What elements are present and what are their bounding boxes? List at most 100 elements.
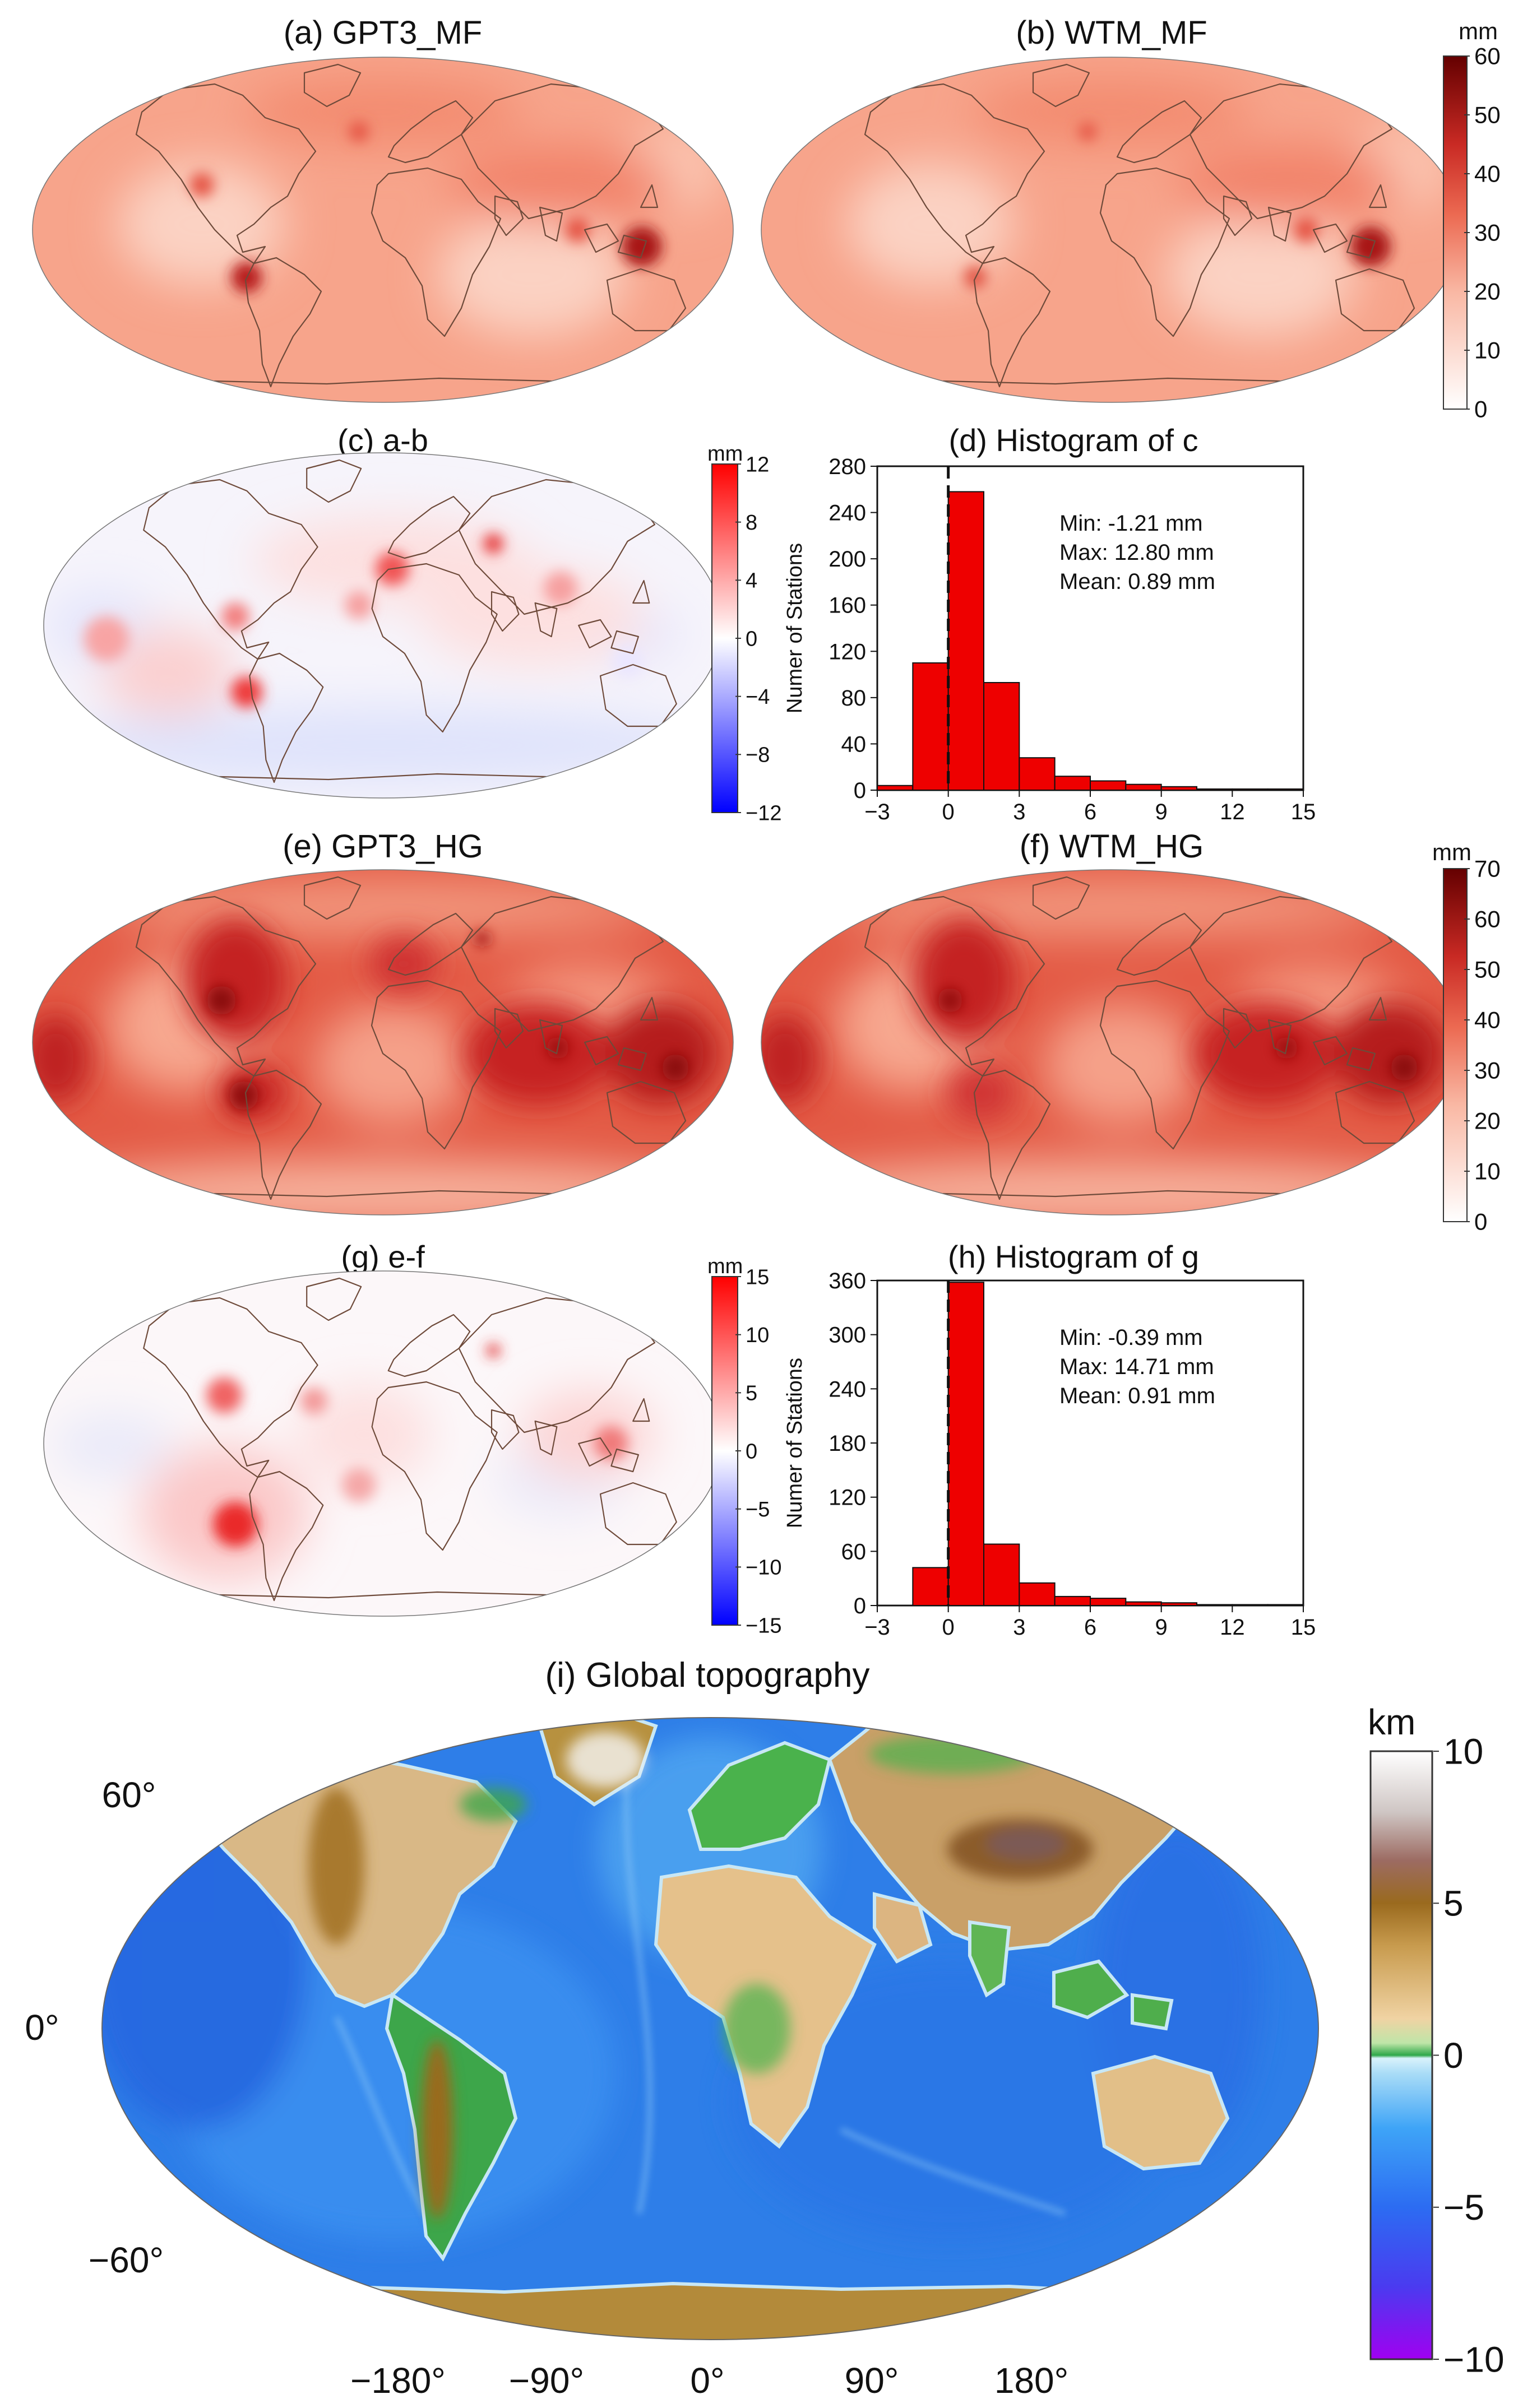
histogram-bar: [1019, 1582, 1056, 1606]
histogram-bar: [983, 682, 1020, 791]
colorbar-tick-label: −12: [746, 801, 781, 825]
panel-b-title: (b) WTM_MF: [1016, 15, 1207, 51]
histogram-bar: [1267, 788, 1304, 791]
panel-c-title: (c) a-b: [337, 423, 428, 458]
lat-tick-0: 0°: [25, 2007, 59, 2048]
y-axis-label: Numer of Stations: [783, 1358, 807, 1528]
histogram-bar: [1267, 1604, 1304, 1607]
colorbar-tick-label: 60: [1474, 43, 1501, 69]
x-tick-label: 6: [1084, 800, 1096, 824]
histogram-annotation: Min: -1.21 mm: [1059, 511, 1203, 536]
colorbar-tick-label: 30: [1474, 220, 1501, 246]
x-tick-label: 15: [1291, 1615, 1316, 1640]
x-tick-label: 3: [1013, 1615, 1025, 1640]
lon-tick-180: 180°: [994, 2360, 1068, 2401]
panel-i: (i) Global topography: [25, 1656, 1319, 2401]
histogram-annotation: Mean: 0.91 mm: [1059, 1384, 1215, 1408]
topo-lon-ticks: −180° −90° 0° 90° 180°: [350, 2360, 1068, 2401]
histogram-bar: [1196, 788, 1233, 791]
colorbar-hg-bar: [1443, 868, 1468, 1222]
lon-tick-m180: −180°: [350, 2360, 446, 2401]
lat-tick-60: 60°: [102, 1775, 156, 1815]
histogram-bar: [983, 1543, 1020, 1606]
colorbar-diff2: mm 15 10 5 0 −5 −10 −15: [707, 1255, 781, 1637]
histogram-bar: [1090, 1598, 1127, 1606]
lon-tick-m90: −90°: [509, 2360, 584, 2401]
y-tick-label: 120: [829, 639, 866, 664]
y-tick-label: 60: [841, 1539, 867, 1564]
histogram-bar: [1232, 788, 1269, 791]
colorbar-tick-label: 10: [1443, 1731, 1483, 1771]
panel-h: (h) Histogram of g −3 0 3 6 9 12 1506012018024…: [783, 1239, 1316, 1640]
histogram-bar: [947, 491, 984, 791]
map-c: [44, 453, 722, 798]
x-tick-label: 0: [942, 800, 955, 824]
histogram-bar: [1125, 1601, 1162, 1607]
panel-a: (a) GPT3_MF: [32, 15, 734, 403]
panel-i-title: (i) Global topography: [545, 1656, 870, 1695]
colorbar-hg-unit: mm: [1432, 839, 1471, 865]
colorbar-diff1-unit: mm: [707, 442, 743, 466]
panel-g: (g) e-f: [43, 1239, 723, 1617]
colorbar-mf: mm 60 50 40 30 20 10 0: [1443, 18, 1501, 423]
panel-e-title: (e) GPT3_HG: [283, 828, 483, 865]
colorbar-tick-label: 0: [1474, 1209, 1487, 1235]
y-tick-label: 120: [829, 1486, 866, 1510]
colorbar-tick-label: 60: [1474, 906, 1501, 932]
colorbar-topo: km 10 5 0 −5 −10: [1368, 1702, 1505, 2379]
panel-f-title: (f) WTM_HG: [1020, 828, 1204, 865]
panel-e: (e) GPT3_HG: [32, 828, 734, 1215]
map-topography: [102, 1718, 1318, 2340]
histogram-bar: [1160, 1602, 1198, 1607]
colorbar-tick-label: 12: [746, 453, 769, 476]
lat-tick-m60: −60°: [89, 2240, 164, 2280]
colorbar-tick-label: 0: [1474, 396, 1487, 423]
y-tick-label: 280: [829, 454, 866, 479]
colorbar-diff1-bar: [711, 463, 738, 813]
histogram-annotation: Mean: 0.89 mm: [1059, 569, 1215, 594]
y-axis-label: Numer of Stations: [783, 543, 807, 713]
colorbar-tick-label: 40: [1474, 1007, 1501, 1033]
histogram-bar: [1019, 757, 1056, 791]
colorbar-diff2-unit: mm: [707, 1255, 743, 1278]
colorbar-tick-label: 50: [1474, 957, 1501, 983]
histogram-bar: [877, 785, 914, 791]
colorbar-tick-label: −10: [1443, 2339, 1505, 2379]
histogram-annotation: Max: 12.80 mm: [1059, 540, 1214, 565]
colorbar-tick-label: −15: [746, 1614, 781, 1637]
colorbar-tick-label: 10: [1474, 1158, 1501, 1185]
x-tick-label: −3: [864, 800, 890, 824]
histogram-bar: [1196, 1604, 1233, 1607]
colorbar-tick-label: 4: [746, 569, 757, 593]
histogram-bar: [1054, 776, 1091, 791]
x-tick-label: 15: [1291, 800, 1316, 824]
y-tick-label: 160: [829, 593, 866, 618]
x-tick-label: 12: [1220, 1615, 1245, 1640]
colorbar-tick-label: −4: [746, 685, 770, 709]
histogram-bar: [1232, 1604, 1269, 1607]
y-tick-label: 240: [829, 501, 866, 526]
colorbar-tick-label: 10: [746, 1324, 769, 1347]
histogram-bar: [1054, 1595, 1091, 1607]
colorbar-tick-label: 5: [1443, 1883, 1464, 1924]
panel-f: (f) WTM_HG: [761, 828, 1462, 1215]
y-tick-label: 80: [841, 686, 867, 711]
x-tick-label: 0: [942, 1615, 955, 1640]
colorbar-hg: mm 70 60 50 40 30 20 10 0: [1432, 839, 1501, 1235]
panel-a-title: (a) GPT3_MF: [284, 15, 483, 51]
histogram-annotation: Min: -0.39 mm: [1059, 1325, 1203, 1350]
colorbar-tick-label: 50: [1474, 102, 1501, 128]
x-tick-label: −3: [864, 1615, 890, 1640]
map-g: [44, 1271, 722, 1616]
topo-lat-ticks: 60° 0° −60°: [25, 1775, 164, 2280]
y-tick-label: 0: [854, 1594, 866, 1618]
x-tick-label: 3: [1013, 800, 1025, 824]
colorbar-tick-label: −10: [746, 1556, 781, 1580]
colorbar-tick-label: 15: [746, 1265, 769, 1289]
colorbar-topo-unit: km: [1368, 1702, 1415, 1742]
y-tick-label: 300: [829, 1323, 866, 1348]
colorbar-tick-label: 10: [1474, 337, 1501, 364]
colorbar-tick-label: 8: [746, 511, 757, 535]
